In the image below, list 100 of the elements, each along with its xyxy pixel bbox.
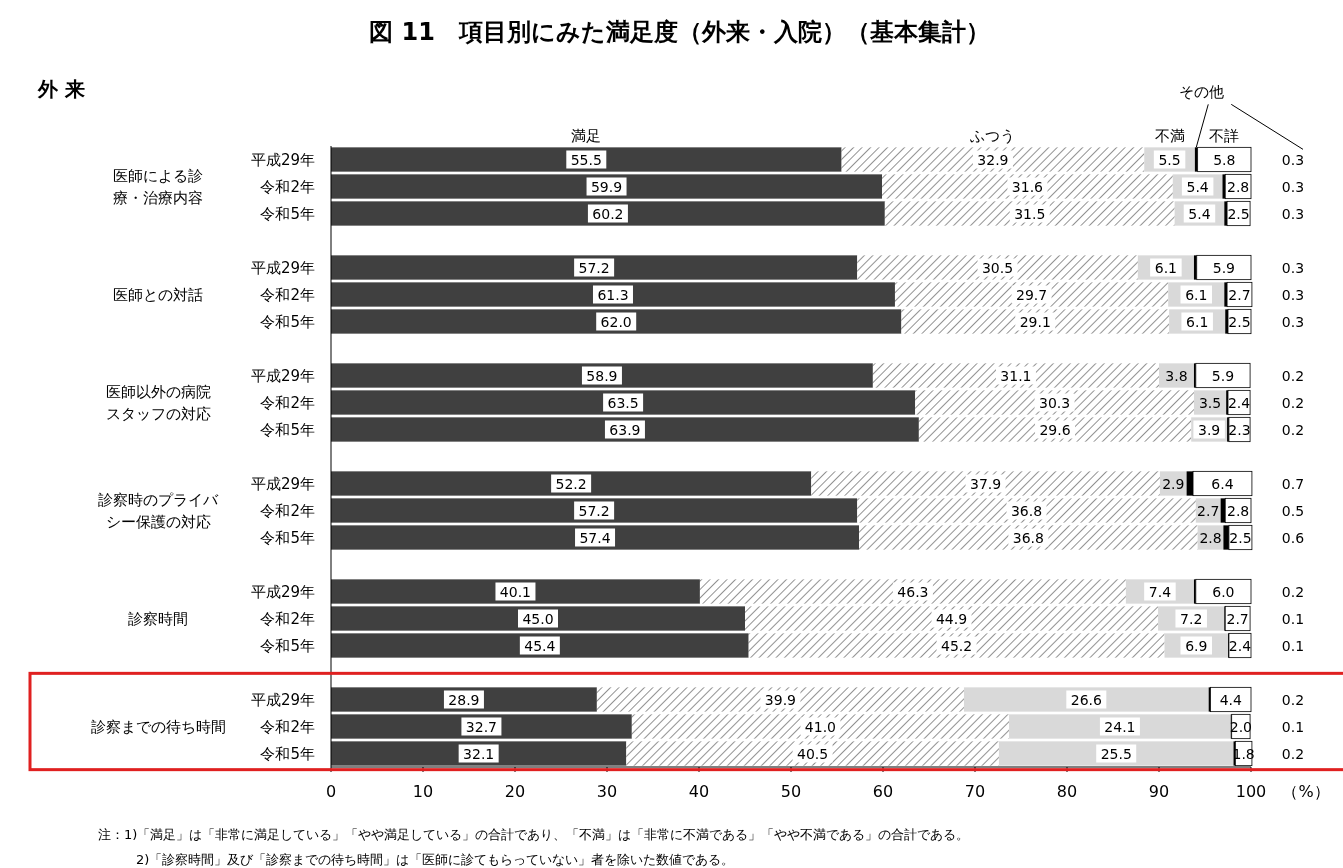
x-tick-label: 30	[596, 782, 618, 801]
y-tick-label: 令和2年	[260, 717, 315, 736]
y-tick-label: 令和2年	[260, 609, 315, 628]
data-label: 4.4	[1219, 691, 1242, 708]
y-tick-label: 令和5年	[260, 528, 315, 547]
data-label: 0.2	[1281, 691, 1305, 708]
data-label: 32.9	[977, 151, 1009, 168]
data-label: 45.2	[941, 637, 973, 654]
data-label: 0.2	[1281, 394, 1305, 411]
x-tick-label: 100	[1235, 782, 1267, 801]
data-label: 41.0	[804, 718, 837, 735]
data-label: 2.8	[1199, 529, 1222, 546]
y-tick-label: 平成29年	[250, 150, 315, 169]
text: 医師との対話	[113, 285, 203, 304]
data-label: 30.5	[981, 259, 1014, 276]
data-label: 0.3	[1281, 178, 1305, 195]
y-tick-label: 平成29年	[250, 690, 315, 709]
data-label: 0.1	[1281, 637, 1305, 654]
x-axis-title: （%）	[1282, 782, 1330, 801]
data-label: 40.1	[499, 583, 532, 600]
data-label: 0.5	[1281, 502, 1305, 519]
x-tick-label: 20	[504, 782, 526, 801]
data-label: 31.1	[1000, 367, 1032, 384]
data-label: 39.9	[764, 691, 797, 708]
series-label: 不満	[1154, 127, 1185, 146]
data-label: 0.3	[1281, 151, 1305, 168]
x-tick-label: 40	[688, 782, 710, 801]
data-label: 2.7	[1226, 610, 1249, 627]
y-tick-label: 令和2年	[260, 177, 315, 196]
data-label: 0.2	[1281, 583, 1305, 600]
x-tick-label: 90	[1148, 782, 1170, 801]
data-label: 2.5	[1228, 313, 1251, 330]
data-label: 2.5	[1227, 205, 1250, 222]
y-tick-label: 令和5年	[260, 420, 315, 439]
data-label: 6.9	[1185, 637, 1208, 654]
data-label: 2.8	[1226, 178, 1250, 195]
data-label: 58.9	[586, 367, 618, 384]
data-label: 6.1	[1186, 313, 1209, 330]
text: 外 来	[37, 77, 85, 101]
y-tick-label: 平成29年	[250, 366, 315, 385]
data-label: 0.1	[1281, 718, 1305, 735]
data-label: 3.9	[1198, 421, 1221, 438]
data-label: 0.3	[1281, 259, 1305, 276]
data-label: 2.4	[1227, 394, 1251, 411]
data-label: 63.5	[607, 394, 639, 411]
data-label: 29.1	[1019, 313, 1051, 330]
series-label: 満足	[571, 127, 602, 146]
text: 診察時間	[128, 609, 188, 628]
data-label: 2.4	[1228, 637, 1252, 654]
data-label: 6.1	[1154, 259, 1178, 276]
data-label: 45.4	[524, 637, 556, 654]
data-label: 3.5	[1198, 394, 1222, 411]
data-label: 52.2	[555, 475, 587, 492]
data-label: 0.2	[1281, 367, 1305, 384]
data-label: 0.2	[1281, 421, 1305, 438]
text: 診察時のプライバシー保護の対応	[98, 490, 219, 531]
text: 診察までの待ち時間	[90, 717, 226, 736]
x-tick-label: 10	[412, 782, 434, 801]
data-label: 5.5	[1158, 151, 1181, 168]
data-label: 2.8	[1226, 502, 1250, 519]
data-label: 30.3	[1038, 394, 1071, 411]
data-label: 5.9	[1212, 259, 1235, 276]
data-label: 31.6	[1011, 178, 1044, 195]
data-label: 0.2	[1281, 745, 1305, 762]
y-tick-label: 令和2年	[260, 393, 315, 412]
data-label: 29.6	[1039, 421, 1071, 438]
data-label: 32.1	[463, 745, 495, 762]
data-label: 57.2	[578, 259, 610, 276]
y-tick-label: 平成29年	[250, 582, 315, 601]
data-label: 7.4	[1148, 583, 1172, 600]
data-label: 2.7	[1228, 286, 1251, 303]
y-tick-label: 令和5年	[260, 636, 315, 655]
data-label: 45.0	[522, 610, 554, 627]
data-label: 28.9	[448, 691, 480, 708]
data-label: 60.2	[592, 205, 624, 222]
data-label: 24.1	[1104, 718, 1136, 735]
text: その他	[1178, 83, 1224, 102]
data-label: 0.3	[1281, 286, 1305, 303]
y-tick-label: 令和2年	[260, 285, 315, 304]
data-label: 29.7	[1015, 286, 1048, 303]
data-label: 2.9	[1162, 475, 1185, 492]
data-label: 63.9	[609, 421, 641, 438]
data-label: 6.4	[1211, 475, 1234, 492]
data-label: 25.5	[1100, 745, 1132, 762]
text: 医師による診療・治療内容	[113, 166, 203, 207]
x-tick-label: 0	[325, 782, 337, 801]
data-label: 0.7	[1281, 475, 1305, 492]
y-tick-label: 令和2年	[260, 501, 315, 520]
x-tick-label: 80	[1056, 782, 1078, 801]
data-label: 5.9	[1211, 367, 1235, 384]
x-tick-label: 70	[964, 782, 986, 801]
data-label: 5.4	[1186, 178, 1209, 195]
data-label: 6.0	[1212, 583, 1235, 600]
data-label: 7.2	[1180, 610, 1203, 627]
data-label: 5.4	[1188, 205, 1211, 222]
data-label: 2.7	[1197, 502, 1220, 519]
data-label: 62.0	[600, 313, 632, 330]
data-label: 2.5	[1229, 529, 1252, 546]
data-label: 31.5	[1014, 205, 1046, 222]
x-tick-label: 60	[872, 782, 894, 801]
